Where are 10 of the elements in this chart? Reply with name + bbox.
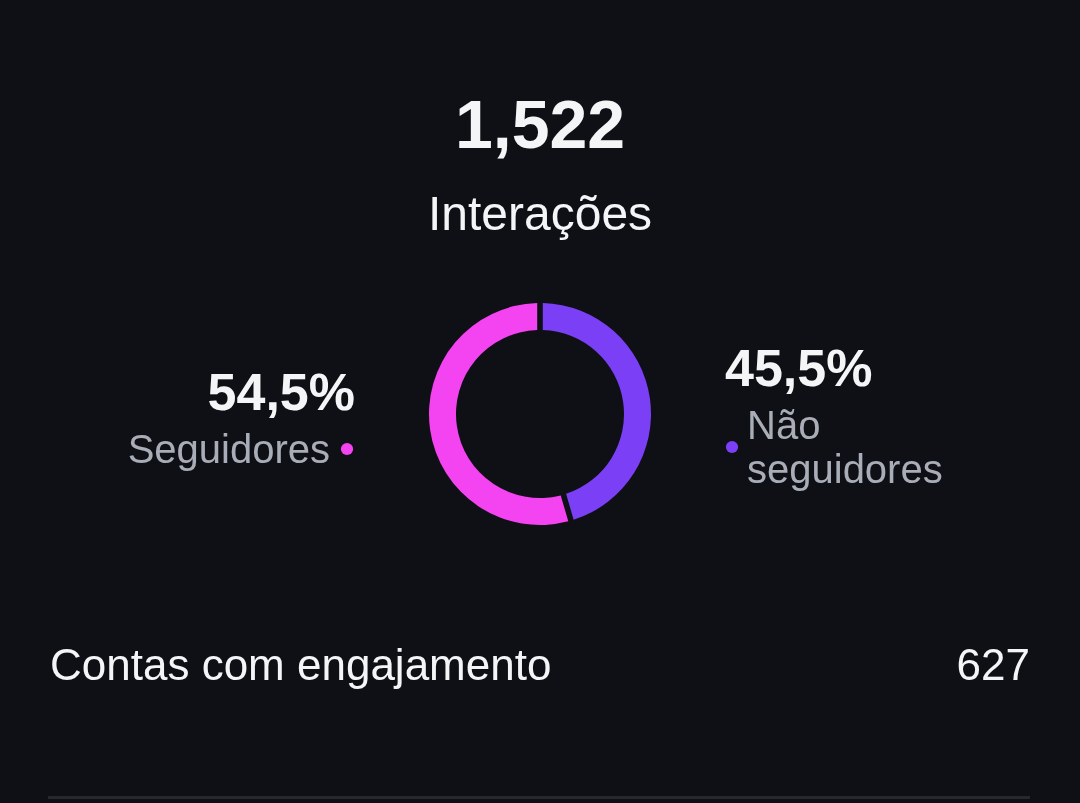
legend-label: Não seguidores — [747, 403, 943, 491]
data-label: 54,5% — [207, 363, 355, 421]
text: 627 — [956, 640, 1030, 689]
text: Contas com engajamento — [50, 640, 552, 689]
slice-label: Seguidores — [127, 427, 330, 471]
donut-slice — [429, 303, 569, 525]
chart-subtitle: Interações — [427, 187, 653, 240]
chart-title: 1,522 — [454, 86, 626, 162]
donut-slice — [542, 303, 651, 520]
data-label: 45,5% — [725, 339, 873, 397]
